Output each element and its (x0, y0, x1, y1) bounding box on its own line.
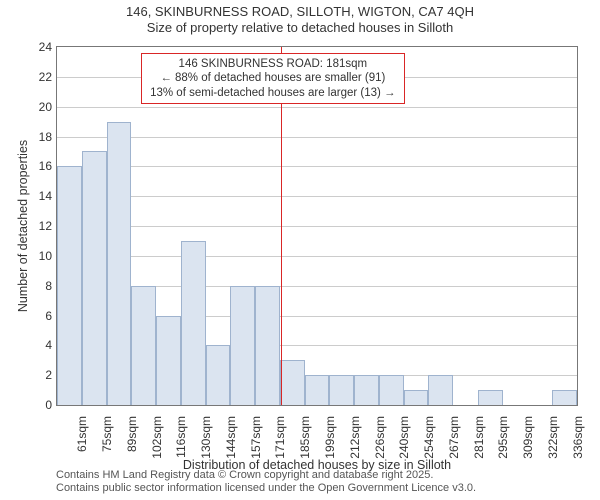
gridline-h (57, 137, 577, 138)
footer-line-1: Contains HM Land Registry data © Crown c… (56, 469, 476, 483)
histogram-bar (379, 375, 404, 405)
y-tick-label: 4 (12, 338, 52, 352)
y-tick-label: 18 (12, 130, 52, 144)
y-tick-label: 2 (12, 368, 52, 382)
histogram-bar (107, 122, 132, 405)
gridline-h (57, 196, 577, 197)
x-tick-label: 226sqm (373, 416, 387, 476)
y-tick-label: 14 (12, 189, 52, 203)
x-tick-label: 212sqm (348, 416, 362, 476)
histogram-bar (329, 375, 354, 405)
histogram-bar (230, 286, 255, 405)
x-tick-label: 281sqm (472, 416, 486, 476)
gridline-h (57, 166, 577, 167)
y-tick-label: 0 (12, 398, 52, 412)
y-tick-label: 22 (12, 70, 52, 84)
y-tick-label: 10 (12, 249, 52, 263)
title-line-2: Size of property relative to detached ho… (0, 20, 600, 36)
x-tick-label: 295sqm (496, 416, 510, 476)
histogram-bar (404, 390, 429, 405)
x-tick-label: 185sqm (298, 416, 312, 476)
x-tick-label: 267sqm (447, 416, 461, 476)
x-tick-label: 199sqm (323, 416, 337, 476)
histogram-bar (131, 286, 156, 405)
histogram-bar (156, 316, 181, 406)
histogram-bar (305, 375, 330, 405)
histogram-bar (280, 360, 305, 405)
gridline-h (57, 107, 577, 108)
chart-title: 146, SKINBURNESS ROAD, SILLOTH, WIGTON, … (0, 4, 600, 37)
y-tick-label: 8 (12, 279, 52, 293)
histogram-bar (428, 375, 453, 405)
histogram-bar (57, 166, 82, 405)
annotation-line-1: 146 SKINBURNESS ROAD: 181sqm (150, 57, 395, 71)
annotation-line-3: 13% of semi-detached houses are larger (… (150, 86, 395, 100)
footer-line-2: Contains public sector information licen… (56, 482, 476, 496)
x-tick-label: 144sqm (224, 416, 238, 476)
histogram-bar (552, 390, 577, 405)
y-tick-label: 6 (12, 309, 52, 323)
histogram-bar (255, 286, 280, 405)
x-tick-label: 130sqm (199, 416, 213, 476)
x-tick-label: 309sqm (521, 416, 535, 476)
histogram-bar (181, 241, 206, 405)
histogram-bar (206, 345, 231, 405)
gridline-h (57, 226, 577, 227)
x-tick-label: 89sqm (125, 416, 139, 476)
x-tick-label: 75sqm (100, 416, 114, 476)
gridline-h (57, 256, 577, 257)
histogram-bar (82, 151, 107, 405)
annotation-line-2: ← 88% of detached houses are smaller (91… (150, 71, 395, 85)
x-tick-label: 61sqm (75, 416, 89, 476)
histogram-bar (478, 390, 503, 405)
x-tick-label: 336sqm (571, 416, 585, 476)
y-tick-label: 24 (12, 40, 52, 54)
x-tick-label: 240sqm (397, 416, 411, 476)
x-tick-label: 254sqm (422, 416, 436, 476)
plot-area: 146 SKINBURNESS ROAD: 181sqm ← 88% of de… (56, 46, 578, 406)
annotation-box: 146 SKINBURNESS ROAD: 181sqm ← 88% of de… (141, 53, 404, 104)
y-tick-label: 20 (12, 100, 52, 114)
title-line-1: 146, SKINBURNESS ROAD, SILLOTH, WIGTON, … (0, 4, 600, 20)
histogram-bar (354, 375, 379, 405)
x-tick-label: 322sqm (546, 416, 560, 476)
y-tick-label: 16 (12, 159, 52, 173)
x-tick-label: 116sqm (174, 416, 188, 476)
y-tick-label: 12 (12, 219, 52, 233)
chart-container: 146, SKINBURNESS ROAD, SILLOTH, WIGTON, … (0, 0, 600, 500)
x-tick-label: 102sqm (150, 416, 164, 476)
x-tick-label: 157sqm (249, 416, 263, 476)
footer-attribution: Contains HM Land Registry data © Crown c… (56, 469, 476, 497)
x-tick-label: 171sqm (273, 416, 287, 476)
